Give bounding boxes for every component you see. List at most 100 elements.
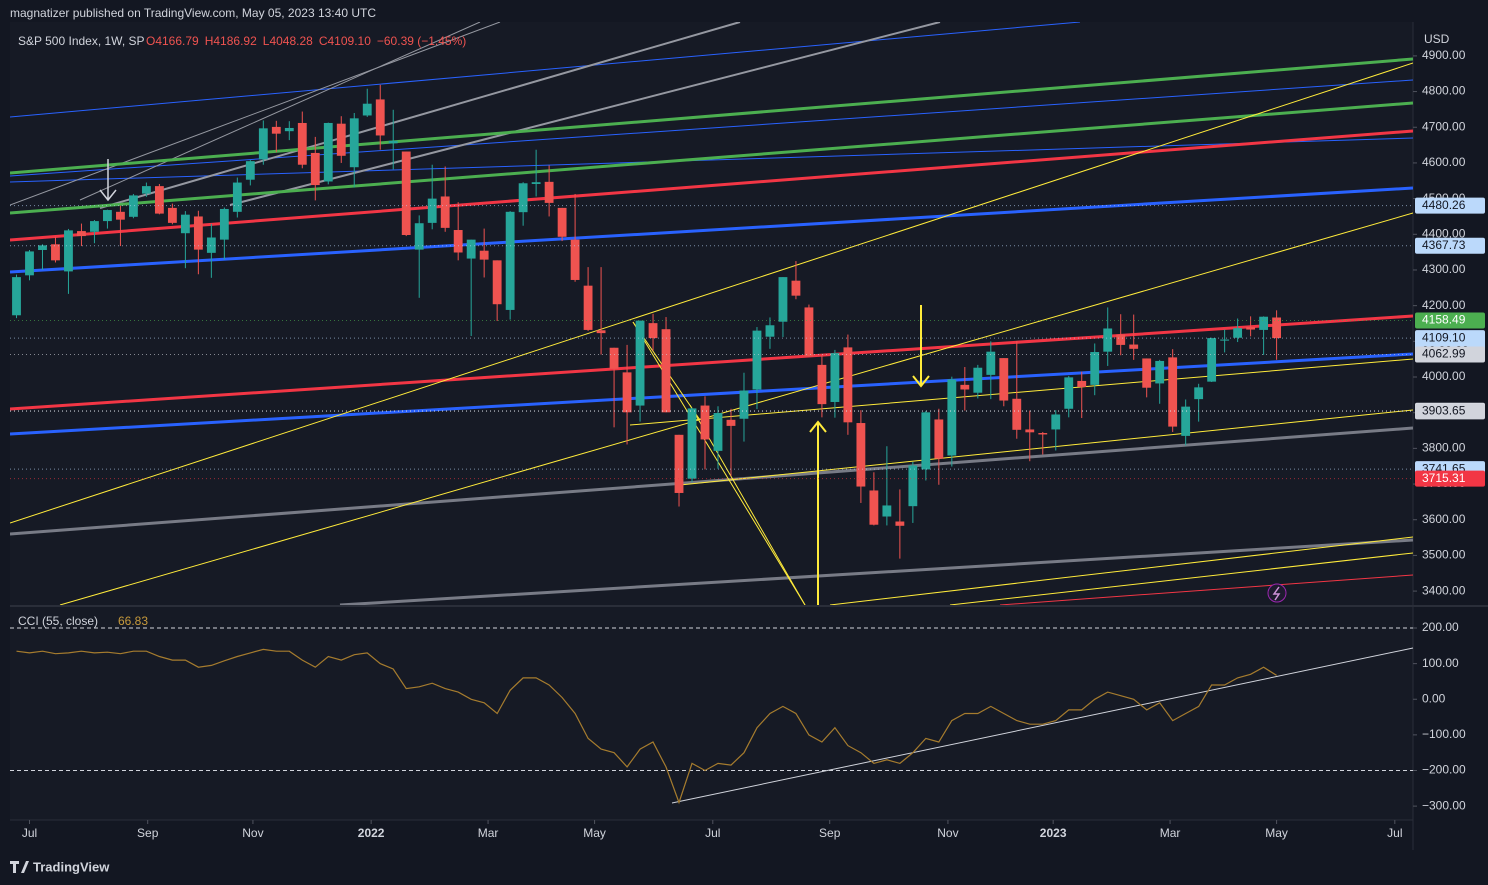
candle-body	[843, 347, 853, 423]
candle-body	[1233, 328, 1243, 338]
candle-body	[1090, 352, 1100, 385]
candle-body	[64, 230, 73, 272]
candle-body	[557, 207, 567, 237]
trend-line	[10, 22, 501, 206]
x-tick-label: 2022	[358, 826, 385, 840]
trend-line	[59, 212, 1413, 605]
price-label-bg	[1415, 470, 1485, 487]
x-tick-label: Sep	[819, 826, 841, 840]
trend-line	[829, 536, 1413, 605]
candle-body	[128, 195, 138, 217]
candle-body	[687, 408, 697, 479]
candle-body	[674, 434, 684, 493]
price-label-bg	[1415, 197, 1485, 214]
candle-body	[622, 372, 632, 413]
price-label: 3715.31	[1422, 471, 1466, 485]
candle-body	[1012, 398, 1022, 430]
candle-body	[1155, 360, 1165, 384]
trend-line	[10, 22, 1081, 118]
y-tick-label: 4700.00	[1422, 119, 1466, 133]
candle-body	[518, 183, 528, 213]
candle-body	[258, 128, 268, 160]
cci-y-tick-label: −200.00	[1422, 763, 1466, 777]
candle-body	[947, 379, 957, 456]
candle-body	[934, 419, 944, 459]
candle-body	[726, 419, 736, 426]
candle-body	[25, 251, 34, 276]
x-tick-label: Nov	[242, 826, 263, 840]
candle-body	[791, 280, 801, 296]
candle-body	[103, 210, 112, 222]
arrow-up	[809, 420, 827, 605]
event-icon-glyph	[1272, 586, 1281, 601]
candle-body	[570, 239, 580, 280]
trend-line	[79, 22, 481, 201]
cci-line	[16, 648, 1277, 805]
trend-line	[339, 538, 1413, 605]
x-tick-label: Jul	[705, 826, 720, 840]
candle-body	[427, 198, 437, 223]
candle-body	[1103, 328, 1113, 352]
price-label: 4480.26	[1422, 198, 1466, 212]
candle-body	[921, 412, 931, 470]
price-label: 4109.10	[1422, 330, 1466, 344]
candle-body	[12, 277, 21, 316]
candle-body	[154, 186, 164, 214]
candle-body	[609, 347, 619, 369]
candle-body	[284, 127, 294, 132]
candle-body	[414, 223, 424, 250]
x-tick-label: 2023	[1040, 826, 1067, 840]
candle-body	[1025, 429, 1035, 433]
price-label-bg	[1415, 346, 1485, 363]
candle-body	[401, 151, 411, 236]
price-label-bg	[1415, 403, 1485, 420]
candle-body	[583, 285, 593, 330]
cci-y-tick-label: 100.00	[1422, 656, 1459, 670]
candle-body	[1129, 344, 1139, 349]
price-label-bg	[1415, 237, 1485, 254]
candle-body	[1142, 358, 1152, 388]
candle-body	[466, 239, 476, 259]
candle-body	[713, 413, 723, 451]
trend-line	[629, 358, 1413, 426]
candle-body	[1051, 414, 1061, 430]
trend-line	[10, 426, 1413, 536]
trend-line	[10, 352, 1413, 436]
candle-body	[453, 230, 463, 253]
candle-body	[752, 330, 762, 390]
currency: USD	[1424, 32, 1450, 46]
publisher-line: magnatizer published on TradingView.com,…	[10, 6, 376, 20]
candle-body	[245, 161, 255, 180]
candle-body	[1181, 406, 1191, 436]
ohlc-legend: −60.39 (−1.45%)	[377, 34, 466, 48]
candle-body	[1207, 338, 1217, 382]
candle-body	[479, 250, 489, 260]
event-icon[interactable]	[1267, 583, 1287, 603]
price-label: 4062.99	[1422, 347, 1466, 361]
candle-body	[51, 244, 60, 261]
trend-line	[99, 22, 741, 209]
candle-body	[635, 320, 645, 406]
candle-body	[882, 505, 892, 517]
trend-line	[10, 186, 1413, 274]
candle-body	[167, 207, 177, 223]
candle-body	[90, 221, 99, 232]
y-tick-label: 4800.00	[1422, 84, 1466, 98]
cci-y-tick-label: 0.00	[1422, 691, 1446, 705]
candle-body	[1168, 357, 1178, 427]
trend-line	[949, 552, 1413, 605]
symbol-title: S&P 500 Index, 1W, SP	[18, 34, 145, 48]
x-tick-label: Mar	[1160, 826, 1181, 840]
ohlc-legend: H4186.92	[205, 34, 257, 48]
candle-body	[869, 490, 879, 525]
candle-body	[505, 211, 515, 310]
candle-body	[323, 122, 333, 182]
candle-body	[765, 325, 775, 337]
candle-body	[661, 329, 671, 413]
cci-y-tick-label: −100.00	[1422, 727, 1466, 741]
candle-body	[310, 152, 320, 186]
trend-line	[10, 57, 1413, 175]
cci-y-tick-label: 200.00	[1422, 620, 1459, 634]
arrow-down	[99, 159, 117, 202]
cci-y-tick-label: −300.00	[1422, 798, 1466, 812]
